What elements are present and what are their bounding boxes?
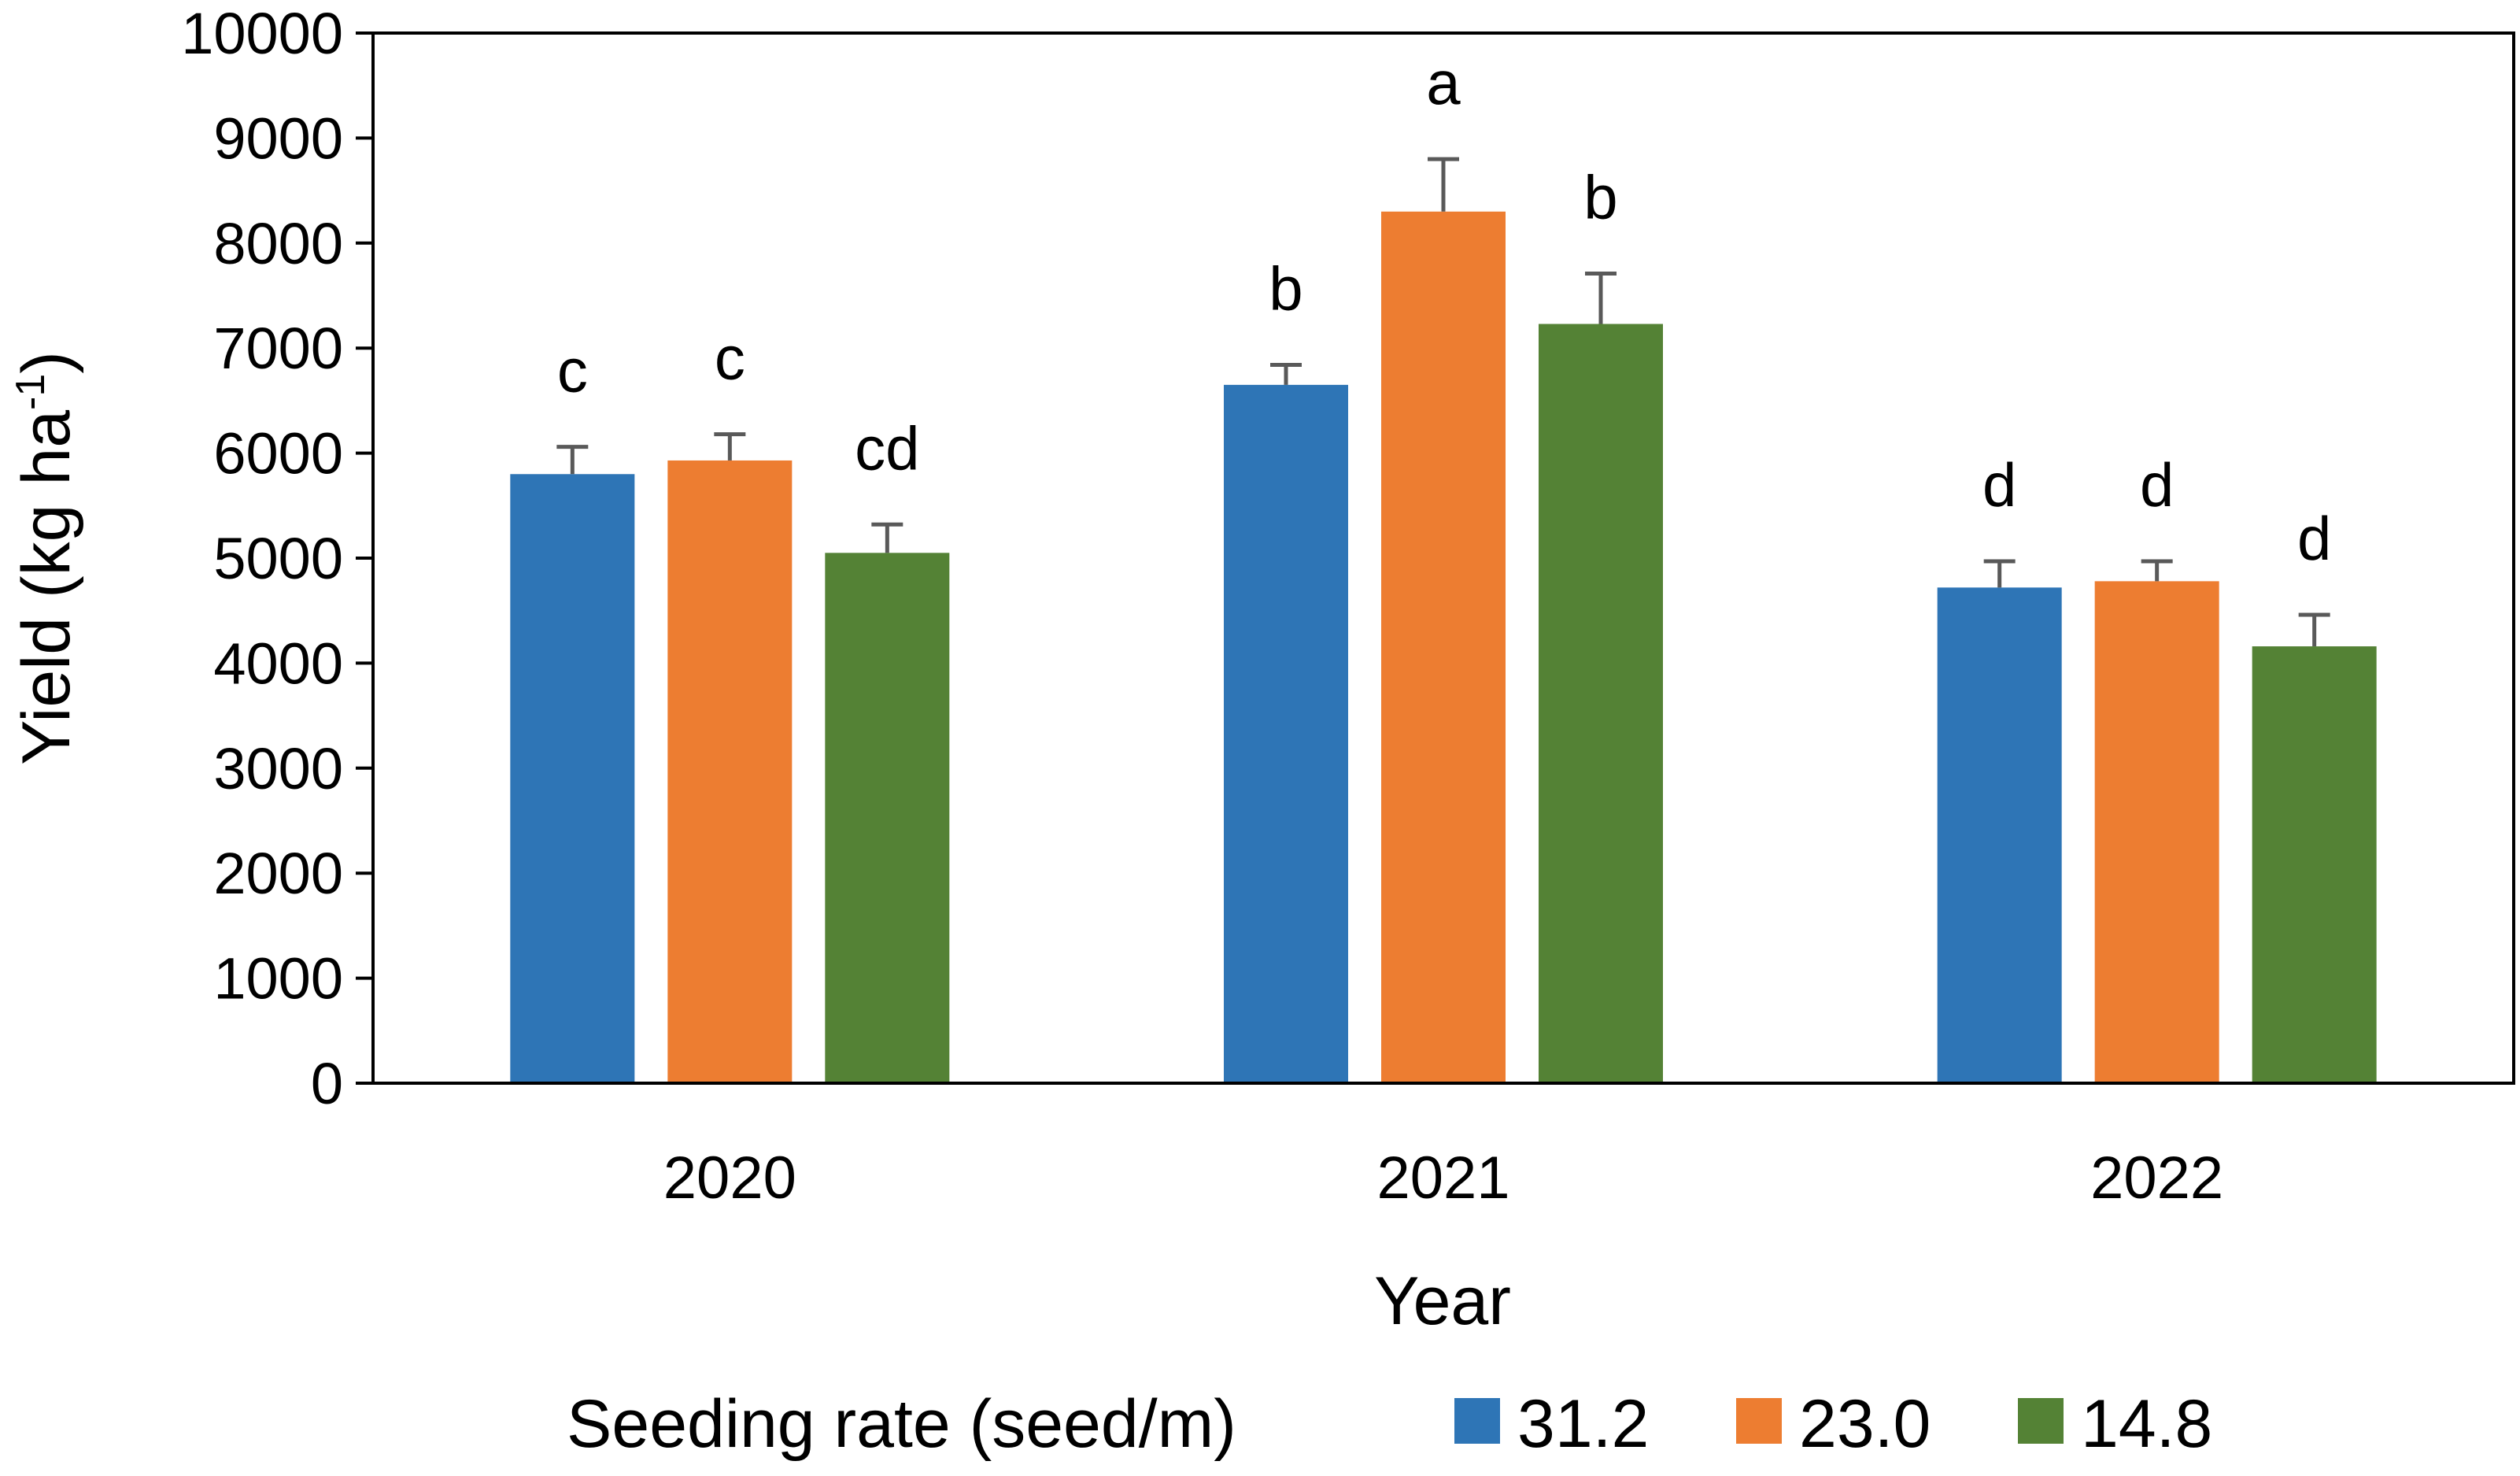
legend-items: 31.2 23.0 14.8 bbox=[1454, 1386, 2212, 1462]
significance-letter-2021-31.2: b bbox=[1269, 254, 1302, 324]
significance-letter-2020-31.2: c bbox=[557, 336, 588, 405]
significance-letter-2021-23.0: a bbox=[1426, 48, 1461, 117]
y-tick-label: 3000 bbox=[213, 736, 343, 801]
y-tick-label: 2000 bbox=[213, 841, 343, 906]
bar-2021-23.0 bbox=[1381, 211, 1506, 1083]
significance-letters-layer: c c cd b a b d d d bbox=[557, 48, 2332, 573]
error-bars-layer bbox=[556, 157, 2330, 647]
significance-letter-2022-14.8: d bbox=[2297, 504, 2331, 573]
y-tick-label: 7000 bbox=[213, 316, 343, 381]
legend: Seeding rate (seed/m) 31.2 23.0 14.8 bbox=[567, 1386, 2212, 1462]
y-axis-ticks: 0 1000 2000 3000 4000 5000 6000 7000 8000 9000 100… bbox=[181, 1, 373, 1116]
y-tick-label: 5000 bbox=[213, 526, 343, 591]
y-tick-label: 0 bbox=[311, 1051, 343, 1116]
legend-swatch-31.2 bbox=[1454, 1398, 1500, 1444]
legend-title: Seeding rate (seed/m) bbox=[567, 1386, 1236, 1462]
plot-area-frame bbox=[371, 31, 2515, 1085]
bar-2022-31.2 bbox=[1937, 587, 2062, 1083]
y-tick-label: 9000 bbox=[213, 105, 343, 171]
y-tick-label: 1000 bbox=[213, 946, 343, 1012]
legend-label-23.0: 23.0 bbox=[1799, 1386, 1931, 1462]
y-axis-title-close: ) bbox=[9, 351, 84, 374]
significance-letter-2022-31.2: d bbox=[1982, 450, 2016, 520]
legend-swatch-14.8 bbox=[2018, 1398, 2064, 1444]
x-axis-title: Year bbox=[1374, 1263, 1511, 1339]
significance-letter-2020-14.8: cd bbox=[855, 413, 919, 483]
legend-label-14.8: 14.8 bbox=[2081, 1386, 2212, 1462]
bars-layer bbox=[510, 211, 2377, 1083]
bar-2021-31.2 bbox=[1224, 384, 1348, 1083]
bar-2022-23.0 bbox=[2094, 581, 2219, 1083]
significance-letter-2020-23.0: c bbox=[715, 324, 745, 393]
x-category-label-2020: 2020 bbox=[663, 1145, 796, 1212]
significance-letter-2021-14.8: b bbox=[1583, 162, 1617, 231]
y-axis-title: Yield (kg ha-1) bbox=[8, 351, 84, 765]
y-tick-label: 10000 bbox=[181, 1, 343, 66]
y-axis-title-superscript: -1 bbox=[8, 374, 54, 410]
y-tick-label: 8000 bbox=[213, 211, 343, 276]
y-axis-title-main: Yield (kg ha bbox=[9, 410, 84, 765]
bar-2020-14.8 bbox=[825, 553, 950, 1083]
bar-2020-31.2 bbox=[510, 474, 635, 1083]
x-axis-category-labels: 2020 2021 2022 bbox=[663, 1145, 2223, 1212]
x-category-label-2022: 2022 bbox=[2090, 1145, 2223, 1212]
bar-2020-23.0 bbox=[667, 460, 793, 1083]
significance-letter-2022-23.0: d bbox=[2140, 450, 2174, 520]
y-tick-label: 6000 bbox=[213, 421, 343, 486]
bar-2021-14.8 bbox=[1539, 324, 1663, 1083]
x-category-label-2021: 2021 bbox=[1376, 1145, 1509, 1212]
legend-label-31.2: 31.2 bbox=[1517, 1386, 1649, 1462]
legend-swatch-23.0 bbox=[1736, 1398, 1782, 1444]
bar-2022-14.8 bbox=[2252, 646, 2377, 1083]
y-tick-label: 4000 bbox=[213, 631, 343, 696]
